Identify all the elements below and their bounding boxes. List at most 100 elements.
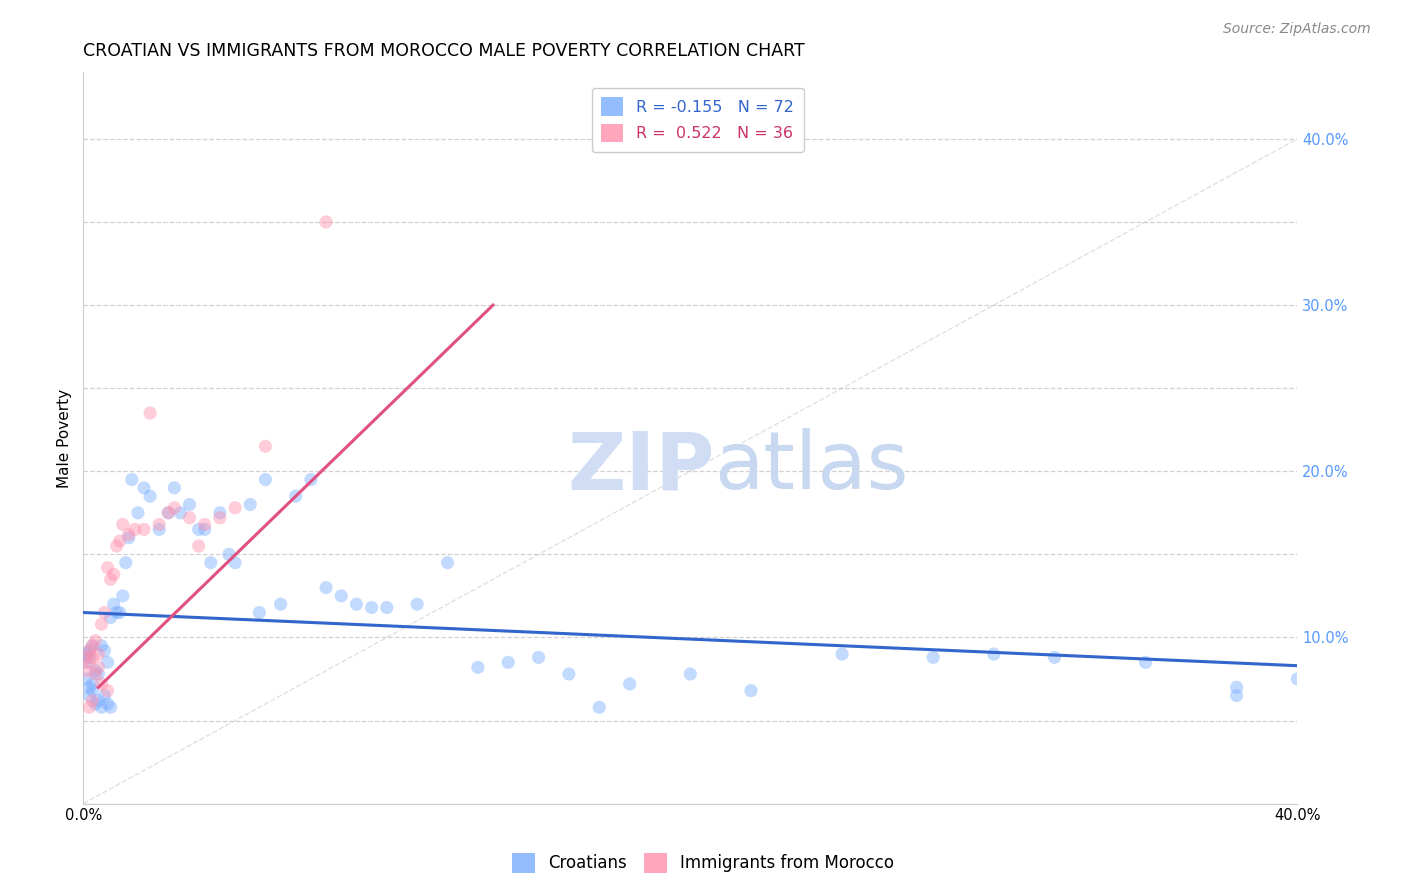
Point bbox=[97, 656, 120, 670]
Point bbox=[79, 644, 101, 658]
Point bbox=[90, 617, 112, 632]
Point bbox=[75, 647, 97, 661]
Point bbox=[84, 697, 107, 711]
Point bbox=[619, 677, 641, 691]
Point bbox=[118, 527, 141, 541]
Point bbox=[79, 689, 101, 703]
Point bbox=[1043, 650, 1066, 665]
Point bbox=[148, 523, 170, 537]
Point bbox=[93, 689, 115, 703]
Point bbox=[1226, 689, 1249, 703]
Text: ZIP: ZIP bbox=[568, 428, 714, 507]
Point bbox=[97, 560, 120, 574]
Point bbox=[224, 500, 246, 515]
Point bbox=[139, 489, 162, 503]
Legend: R = -0.155   N = 72, R =  0.522   N = 36: R = -0.155 N = 72, R = 0.522 N = 36 bbox=[592, 87, 804, 152]
Point bbox=[187, 539, 209, 553]
Point bbox=[84, 633, 107, 648]
Point bbox=[75, 672, 97, 686]
Point bbox=[75, 664, 97, 678]
Point bbox=[375, 600, 398, 615]
Point bbox=[558, 667, 581, 681]
Point bbox=[169, 506, 191, 520]
Point bbox=[299, 473, 322, 487]
Text: CROATIAN VS IMMIGRANTS FROM MOROCCO MALE POVERTY CORRELATION CHART: CROATIAN VS IMMIGRANTS FROM MOROCCO MALE… bbox=[83, 42, 806, 60]
Point bbox=[1286, 672, 1309, 686]
Point bbox=[254, 473, 277, 487]
Point bbox=[527, 650, 550, 665]
Point bbox=[111, 517, 134, 532]
Text: Source: ZipAtlas.com: Source: ZipAtlas.com bbox=[1223, 22, 1371, 37]
Point bbox=[194, 523, 217, 537]
Point bbox=[740, 683, 762, 698]
Point bbox=[97, 697, 120, 711]
Y-axis label: Male Poverty: Male Poverty bbox=[58, 388, 72, 488]
Point bbox=[87, 660, 110, 674]
Point bbox=[247, 606, 270, 620]
Point bbox=[82, 693, 104, 707]
Point bbox=[224, 556, 246, 570]
Point bbox=[922, 650, 945, 665]
Point bbox=[82, 683, 104, 698]
Point bbox=[75, 650, 97, 665]
Point bbox=[90, 677, 112, 691]
Point bbox=[90, 639, 112, 653]
Point bbox=[163, 481, 186, 495]
Point bbox=[187, 523, 209, 537]
Point bbox=[108, 606, 131, 620]
Point bbox=[79, 644, 101, 658]
Point bbox=[103, 567, 125, 582]
Point bbox=[831, 647, 853, 661]
Point bbox=[79, 656, 101, 670]
Point bbox=[330, 589, 353, 603]
Point bbox=[179, 510, 201, 524]
Point bbox=[111, 589, 134, 603]
Point bbox=[588, 700, 610, 714]
Point bbox=[82, 639, 104, 653]
Point bbox=[82, 639, 104, 653]
Point bbox=[208, 510, 231, 524]
Point bbox=[179, 498, 201, 512]
Point bbox=[132, 523, 155, 537]
Point bbox=[75, 656, 97, 670]
Point bbox=[194, 517, 217, 532]
Point bbox=[200, 556, 222, 570]
Point bbox=[1135, 656, 1157, 670]
Text: atlas: atlas bbox=[714, 428, 908, 507]
Point bbox=[90, 700, 112, 714]
Point bbox=[124, 523, 146, 537]
Point bbox=[983, 647, 1005, 661]
Point bbox=[103, 597, 125, 611]
Point bbox=[97, 683, 120, 698]
Point bbox=[100, 700, 122, 714]
Point bbox=[157, 506, 180, 520]
Point bbox=[270, 597, 292, 611]
Point bbox=[118, 531, 141, 545]
Point bbox=[132, 481, 155, 495]
Point bbox=[84, 667, 107, 681]
Point bbox=[79, 681, 101, 695]
Point bbox=[1226, 681, 1249, 695]
Point bbox=[121, 473, 143, 487]
Point bbox=[346, 597, 368, 611]
Point bbox=[87, 647, 110, 661]
Point bbox=[467, 660, 489, 674]
Legend: Croatians, Immigrants from Morocco: Croatians, Immigrants from Morocco bbox=[505, 847, 901, 880]
Point bbox=[284, 489, 307, 503]
Point bbox=[105, 539, 128, 553]
Point bbox=[82, 677, 104, 691]
Point bbox=[218, 547, 240, 561]
Point bbox=[105, 606, 128, 620]
Point bbox=[82, 650, 104, 665]
Point bbox=[114, 556, 136, 570]
Point bbox=[93, 606, 115, 620]
Point bbox=[93, 644, 115, 658]
Point bbox=[79, 650, 101, 665]
Point bbox=[108, 534, 131, 549]
Point bbox=[157, 506, 180, 520]
Point bbox=[406, 597, 429, 611]
Point bbox=[87, 667, 110, 681]
Point bbox=[315, 215, 337, 229]
Point bbox=[100, 610, 122, 624]
Point bbox=[679, 667, 702, 681]
